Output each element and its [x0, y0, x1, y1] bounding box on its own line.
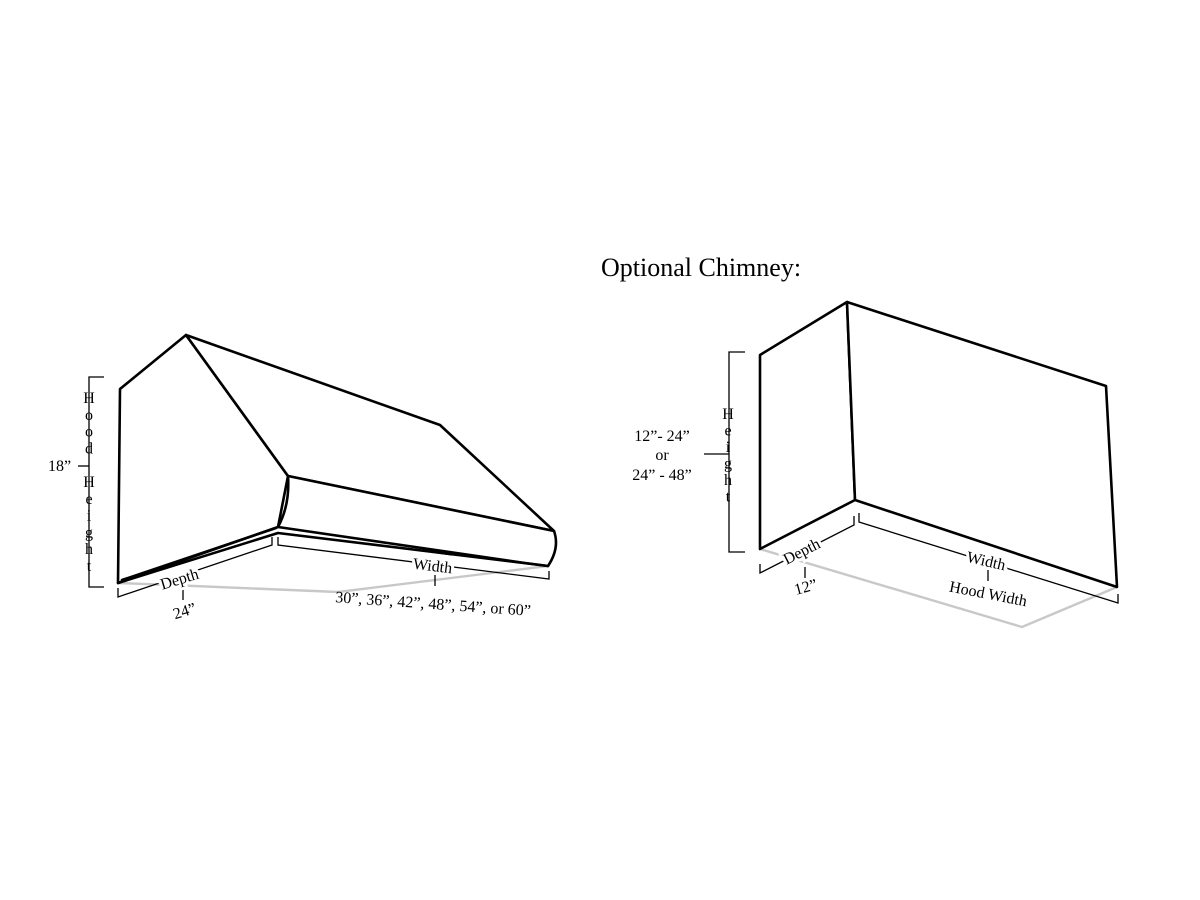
chimney-width-label: Width — [965, 549, 1007, 574]
hood-depth-bracket — [117, 537, 273, 598]
vertical-letter: g — [724, 456, 732, 473]
chimney-side-face — [758, 300, 857, 551]
vertical-letter: d — [85, 440, 93, 457]
vertical-letter: e — [85, 491, 92, 508]
hood-width-label: Width — [412, 556, 453, 578]
hood-vent-mark — [423, 550, 453, 556]
vertical-letter: i — [87, 508, 92, 525]
vertical-letter: H — [83, 474, 95, 491]
chimney-height-option-2: 24” - 48” — [632, 467, 692, 484]
chimney-hidden-base — [759, 547, 1118, 629]
chimney-height-bracket — [728, 351, 745, 553]
chimney-height-option-1: 12”- 24” — [634, 428, 690, 445]
chimney-title: Optional Chimney: — [601, 253, 801, 282]
chimney-width-bracket — [858, 513, 1119, 604]
hood-width-bracket — [277, 537, 550, 580]
vertical-letter: h — [85, 541, 93, 558]
chimney-drawing — [758, 300, 1119, 629]
chimney-front-face — [845, 300, 1119, 589]
vertical-letter: h — [724, 472, 732, 489]
vertical-letter: o — [85, 407, 93, 424]
hood-depth-label: Depth — [158, 566, 200, 594]
vertical-letter: i — [726, 439, 731, 456]
hood-lip-line — [120, 526, 278, 582]
range-hood-drawing — [116, 333, 558, 594]
hood-width-values: 30”, 36”, 42”, 48”, 54”, or 60” — [335, 589, 532, 620]
vertical-letter: H — [722, 406, 734, 423]
vertical-letter: t — [87, 558, 92, 575]
hood-bottom-lip — [116, 531, 550, 585]
vertical-letter: o — [85, 424, 93, 441]
chimney-width-value: Hood Width — [948, 579, 1028, 611]
hood-height-value: 18” — [48, 458, 71, 475]
chimney-depth-bracket — [759, 516, 855, 575]
vertical-letter: t — [726, 489, 731, 506]
chimney-height-or: or — [655, 447, 669, 464]
hood-height-bracket — [88, 376, 104, 588]
vertical-letter: g — [85, 524, 93, 541]
chimney-depth-label: Depth — [781, 536, 824, 569]
chimney-depth-value: 12” — [792, 576, 819, 598]
vertical-letter: e — [724, 423, 731, 440]
hood-hidden-floor-edge — [117, 564, 549, 594]
hood-depth-value: 24” — [171, 600, 198, 623]
vertical-letter: H — [83, 390, 95, 407]
hood-side-panel — [116, 333, 290, 585]
